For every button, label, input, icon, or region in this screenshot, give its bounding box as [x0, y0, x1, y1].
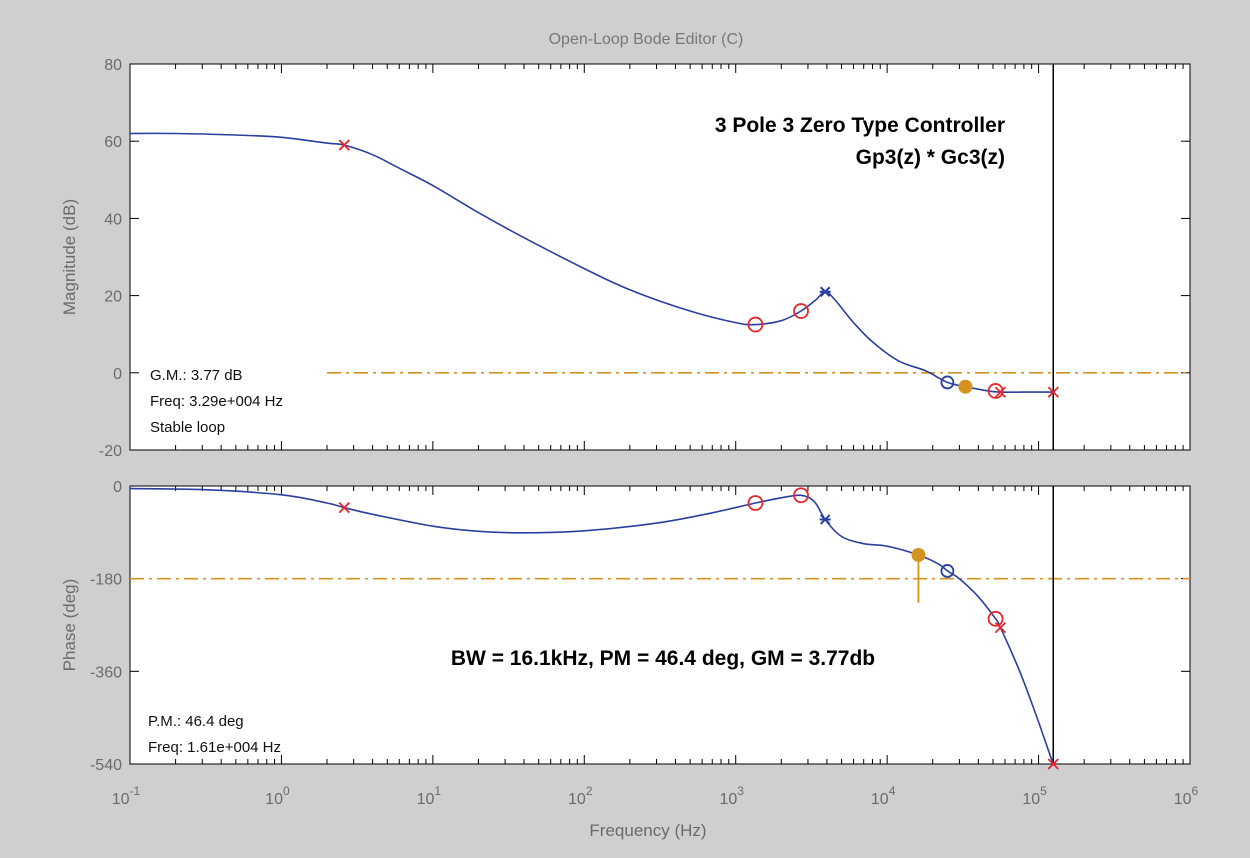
x-tick-label: 105	[1022, 784, 1047, 808]
y-tick-label: 0	[113, 366, 122, 383]
zero-marker	[793, 487, 809, 504]
x-tick-label: 10-1	[112, 784, 141, 808]
y-tick-label: -180	[90, 572, 122, 589]
magnitude-panel[interactable]: 80 60 40 20 0 -20 Magnitude (dB) G.M.: 3.77 d…	[60, 57, 1191, 460]
y-tick-label: -20	[99, 443, 122, 460]
y-tick-label: 80	[104, 57, 122, 74]
zero-marker	[747, 495, 764, 511]
zero-marker	[793, 303, 809, 319]
phase-margin-freq-info: Freq: 1.61e+004 Hz	[148, 739, 281, 756]
pole-marker	[338, 501, 350, 514]
y-tick-label: -540	[90, 757, 122, 774]
phase-margin-info: P.M.: 46.4 deg	[148, 713, 244, 730]
pole-marker	[994, 621, 1007, 634]
zero-marker	[987, 610, 1004, 627]
x-tick-label: 106	[1174, 784, 1199, 808]
magnitude-markers[interactable]	[338, 139, 1059, 399]
pole-marker-stroke	[338, 501, 350, 514]
compensator-pole-marker	[819, 514, 831, 525]
y-tick-label: -360	[90, 664, 122, 681]
x-tick-label: 102	[568, 784, 593, 808]
magnitude-ylabel: Magnitude (dB)	[60, 199, 79, 315]
phase-markers[interactable]	[338, 487, 1059, 770]
pole-marker	[338, 139, 350, 151]
phase-plot-area[interactable]	[129, 485, 1191, 765]
pole-marker-stroke	[1047, 386, 1059, 398]
bandwidth-annotation: BW = 16.1kHz, PM = 46.4 deg, GM = 3.77db	[451, 647, 875, 670]
y-tick-label: 40	[104, 211, 122, 228]
compensator-pole-marker	[819, 286, 831, 297]
magnitude-y-tick-labels: 80 60 40 20 0 -20	[99, 57, 122, 460]
compensator-zero-marker	[940, 375, 955, 390]
loop-stability-info: Stable loop	[150, 419, 225, 436]
pole-marker-stroke	[1047, 758, 1059, 770]
magnitude-reference-lines	[327, 64, 1190, 450]
gain-margin-info: G.M.: 3.77 dB	[150, 367, 243, 384]
editor-title: Open-Loop Bode Editor (C)	[549, 31, 744, 48]
phase-reference-lines	[130, 486, 1190, 764]
y-tick-label: 60	[104, 134, 122, 151]
compensator-zero-marker	[940, 564, 955, 578]
phase-ylabel: Phase (deg)	[60, 579, 79, 672]
magnitude-ticks	[129, 63, 1191, 451]
controller-annotation-line2: Gp3(z) * Gc3(z)	[856, 146, 1005, 169]
x-tick-labels: 10-1 100 101 102 103 104 105 106	[112, 784, 1199, 808]
x-tick-label: 103	[719, 784, 744, 808]
y-tick-label: 0	[113, 479, 122, 496]
pole-marker-stroke	[994, 621, 1007, 634]
frequency-xlabel: Frequency (Hz)	[589, 821, 706, 840]
pole-marker-stroke	[994, 386, 1007, 398]
pole-marker	[994, 386, 1007, 398]
pole-marker	[1047, 386, 1059, 398]
x-tick-label: 101	[417, 784, 442, 808]
pole-marker-stroke	[338, 139, 350, 151]
pole-marker	[1047, 758, 1059, 770]
phase-curve[interactable]	[129, 487, 1054, 765]
x-tick-label: 100	[265, 784, 290, 808]
magnitude-plot-area[interactable]	[129, 63, 1191, 451]
phase-y-tick-labels: 0 -180 -360 -540	[90, 479, 122, 774]
x-tick-label: 104	[871, 784, 896, 808]
phase-margin-marker	[911, 547, 926, 562]
phase-panel[interactable]: 0 -180 -360 -540 Phase (deg) P.M.: 46.4 deg…	[60, 479, 1191, 774]
controller-annotation-line1: 3 Pole 3 Zero Type Controller	[715, 114, 1005, 137]
gain-margin-marker	[958, 379, 973, 394]
gain-margin-freq-info: Freq: 3.29e+004 Hz	[150, 393, 283, 410]
y-tick-label: 20	[104, 289, 122, 306]
zero-marker	[747, 316, 764, 333]
